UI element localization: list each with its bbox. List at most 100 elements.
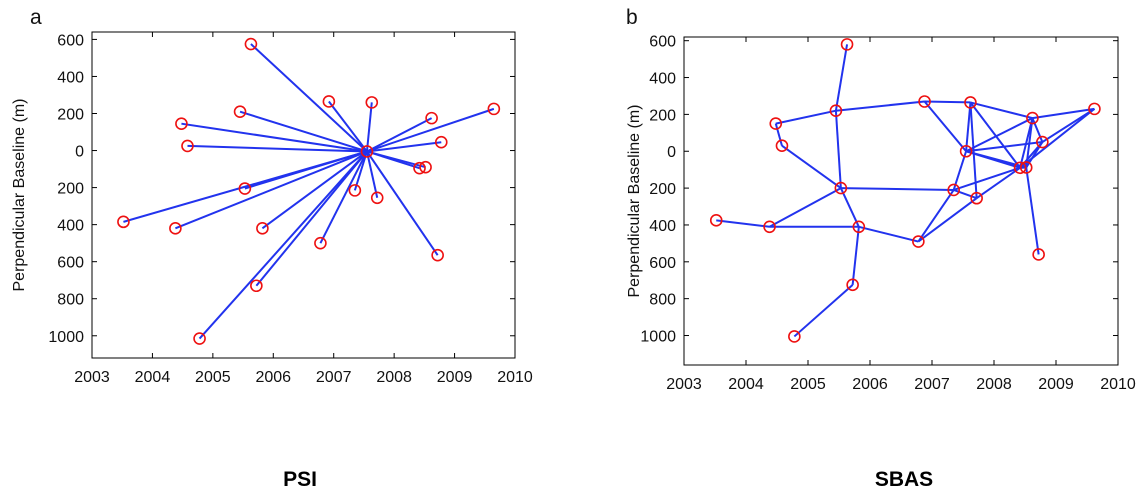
psi-ytick-label: 600 (57, 255, 84, 272)
sbas-acquisition-point (947, 183, 961, 197)
sbas-baseline-edge (858, 225, 919, 243)
sbas-ytick-label: 0 (667, 144, 676, 161)
sbas-baseline-edge (970, 101, 1033, 120)
psi-acquisition-point (487, 102, 501, 116)
sbas-acquisition-point (709, 214, 723, 227)
psi-acquisition-point (413, 161, 426, 175)
sbas-xtick-label: 2004 (728, 376, 764, 393)
psi-baseline-edge (366, 141, 442, 153)
psi-baseline-edge (366, 150, 439, 256)
psi-acquisition-point (360, 145, 374, 158)
sbas-baseline-edge (965, 117, 1033, 153)
sbas-baseline-edge (793, 284, 854, 338)
psi-ytick-label: 400 (57, 218, 84, 235)
psi-ytick-label: 0 (75, 144, 84, 161)
psi-baseline-edge (365, 102, 373, 152)
sbas-acquisition-point (959, 144, 973, 158)
psi-acquisition-point (250, 279, 263, 293)
psi-xtick-label: 2009 (437, 369, 473, 386)
sbas-baseline-edge (834, 44, 849, 111)
psi-acquisition-point (419, 160, 432, 174)
sbas-acquisition-point (912, 235, 925, 248)
sbas-ytick-label: 400 (649, 71, 676, 88)
sbas-acquisition-point (1019, 161, 1033, 174)
chart-psi: a 2003 2004 2005 2006 2007 2008 2009 2010 600 400 2… (11, 6, 533, 386)
psi-ytick-label: 200 (57, 107, 84, 124)
psi-ytick-label: 400 (57, 69, 84, 86)
psi-acquisition-point (238, 182, 252, 195)
psi-acquisition-point (434, 135, 448, 149)
sbas-xtick-label: 2006 (852, 376, 888, 393)
psi-xtick-label: 2003 (74, 369, 110, 386)
psi-y-axis-title: Perpendicular Baseline (m) (11, 99, 28, 292)
sbas-ytick-label: 200 (649, 181, 676, 198)
sbas-baseline-edge (924, 100, 971, 104)
sbas-baseline-edge (1025, 167, 1040, 255)
psi-acquisition-point (256, 222, 269, 235)
psi-baseline-edge (175, 150, 368, 230)
sbas-baseline-edge (969, 101, 1021, 169)
psi-baseline-edge (250, 43, 368, 153)
psi-acquisition-point (425, 111, 438, 125)
sbas-baseline-edge (953, 166, 1021, 191)
psi-acquisition-point (193, 332, 206, 345)
psi-baseline-edge (328, 100, 368, 153)
sbas-y-axis-title: Perpendicular Baseline (m) (626, 105, 643, 298)
sbas-acquisition-point (840, 38, 854, 51)
psi-xtick-label: 2008 (376, 369, 412, 386)
psi-acquisition-point (175, 117, 188, 130)
sbas-acquisition-point (970, 191, 983, 205)
sbas-baseline-edge (953, 189, 977, 200)
psi-acquisition-point (365, 96, 379, 109)
psi-baseline-edge (123, 150, 368, 223)
sbas-ytick-label: 400 (649, 218, 676, 235)
psi-ytick-label: 1000 (48, 329, 84, 346)
psi-acquisition-point (348, 184, 362, 197)
sbas-acquisition-point (1036, 135, 1049, 149)
sbas-ytick-label: 200 (649, 107, 676, 124)
sbas-baseline-edge (769, 187, 842, 228)
sbas-plot-frame (683, 36, 1119, 366)
sbas-baseline-edge (976, 167, 1021, 200)
sbas-xtick-label: 2010 (1100, 376, 1136, 393)
sbas-xtick-label: 2005 (790, 376, 826, 393)
psi-panel-letter: a (30, 6, 42, 29)
sbas-xtick-label: 2009 (1038, 376, 1074, 393)
caption-sbas: SBAS (874, 468, 934, 491)
psi-baseline-edge (261, 150, 368, 230)
psi-acquisition-point (233, 105, 247, 118)
psi-acquisition-point (181, 139, 194, 153)
sbas-acquisition-point (964, 96, 977, 109)
sbas-baseline-edge (1019, 117, 1034, 169)
sbas-acquisition-point (918, 95, 931, 108)
psi-baseline-edge (353, 151, 368, 191)
sbas-xtick-label: 2003 (666, 376, 702, 393)
sbas-baseline-edge (917, 189, 955, 243)
sbas-baseline-edge (965, 102, 972, 152)
psi-plot-frame (91, 31, 516, 359)
sbas-acquisition-point (775, 139, 789, 153)
sbas-ytick-label: 600 (649, 255, 676, 272)
psi-baseline-edge (366, 117, 433, 153)
sbas-acquisition-point (846, 278, 859, 292)
psi-baseline-edge (181, 122, 368, 153)
psi-acquisition-point (322, 95, 336, 108)
psi-xtick-label: 2010 (497, 369, 533, 386)
sbas-ytick-label: 800 (649, 292, 676, 309)
sbas-baseline-edge (1041, 108, 1095, 143)
psi-baseline-edge (255, 150, 368, 287)
sbas-baseline-edge (839, 187, 860, 228)
sbas-baseline-edge (1019, 108, 1096, 169)
sbas-acquisition-point (829, 104, 843, 118)
psi-baseline-edge (319, 151, 368, 244)
psi-baseline-edge (187, 144, 367, 153)
sbas-panel-letter: b (626, 6, 638, 29)
sbas-baseline-edge (1031, 117, 1044, 143)
psi-baseline-edge (365, 151, 379, 198)
sbas-acquisition-point (788, 330, 801, 343)
psi-ytick-label: 600 (57, 32, 84, 49)
caption-psi: PSI (283, 468, 317, 491)
sbas-baseline-edge (835, 100, 925, 112)
sbas-acquisition-point (1088, 102, 1101, 116)
psi-acquisition-point (314, 236, 327, 250)
